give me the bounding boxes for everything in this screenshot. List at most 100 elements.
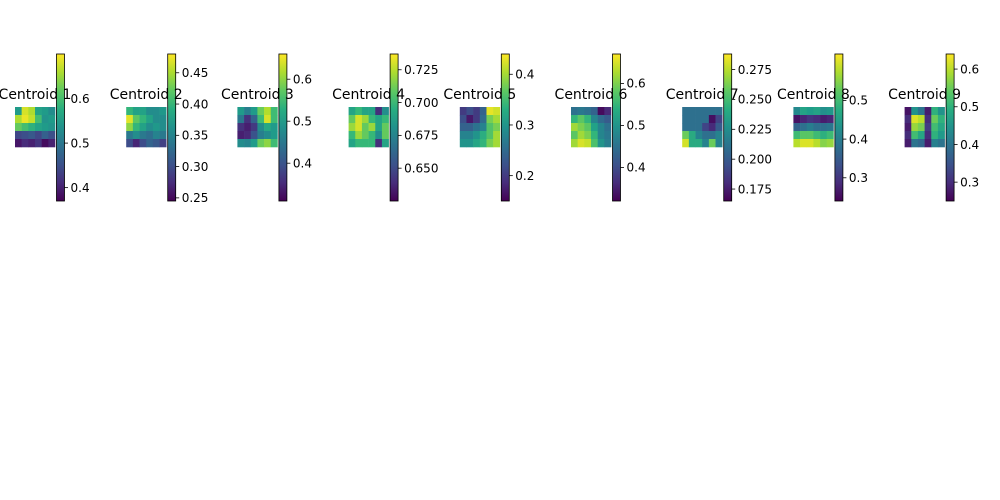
heatmap-cell — [41, 115, 49, 124]
heatmap-cell — [486, 123, 494, 132]
panel-title: Centroid 1 — [0, 87, 71, 103]
heatmap-cell — [917, 115, 925, 124]
heatmap — [459, 107, 501, 148]
heatmap-cell — [348, 123, 356, 132]
heatmap-cell — [917, 123, 925, 132]
heatmap-cell — [132, 123, 140, 132]
heatmap-cell — [479, 131, 487, 140]
heatmap-cell — [15, 131, 22, 140]
heatmap-cell — [21, 107, 29, 116]
heatmap-cell — [591, 139, 598, 148]
heatmap-cell — [682, 131, 690, 140]
heatmap-cell — [911, 123, 919, 132]
heatmap-cell — [270, 107, 278, 116]
colorbar-tick-label: 0.6 — [627, 77, 646, 91]
colorbar-tick-label: 0.250 — [738, 93, 772, 107]
heatmap-cell — [604, 139, 612, 148]
heatmap-cell — [244, 139, 252, 148]
colorbar-tick-label: 0.6 — [293, 73, 312, 87]
heatmap-cell — [584, 115, 592, 124]
heatmap-cell — [826, 123, 834, 132]
heatmap-cell — [146, 107, 154, 116]
heatmap-cell — [695, 115, 703, 124]
colorbar-tick-label: 0.5 — [627, 119, 646, 133]
heatmap-cell — [159, 123, 167, 132]
heatmap-cell — [917, 107, 925, 116]
heatmap-cell — [159, 139, 167, 148]
heatmap-cell — [708, 115, 716, 124]
heatmap-cell — [682, 115, 690, 124]
heatmap-cell — [375, 123, 383, 132]
heatmap-cell — [152, 115, 160, 124]
heatmap-cell — [126, 115, 134, 124]
heatmap-cell — [813, 115, 821, 124]
colorbar-tick-label: 0.700 — [404, 96, 438, 110]
heatmap-cell — [132, 131, 140, 140]
heatmap-cell — [800, 139, 808, 148]
colorbar-gradient — [612, 53, 621, 202]
heatmap-cell — [257, 131, 265, 140]
heatmap-cell — [682, 107, 690, 116]
heatmap-cell — [48, 123, 56, 132]
heatmap-cell — [688, 139, 696, 148]
heatmap-cell — [361, 107, 369, 116]
heatmap-cell — [28, 115, 36, 124]
panel-title: Centroid 3 — [221, 87, 294, 103]
heatmap-cell — [459, 123, 467, 132]
heatmap-cell — [264, 131, 272, 140]
heatmap-cell — [924, 131, 932, 140]
heatmap-cell — [695, 107, 703, 116]
heatmap-cell — [466, 123, 474, 132]
heatmap-cell — [584, 131, 592, 140]
heatmap-cell — [571, 115, 578, 124]
heatmap-cell — [270, 139, 278, 148]
heatmap-cell — [479, 107, 487, 116]
heatmap-cell — [931, 131, 939, 140]
heatmap-cell — [688, 131, 696, 140]
heatmap-cell — [911, 131, 919, 140]
heatmap-cell — [244, 107, 252, 116]
heatmap-cell — [28, 131, 36, 140]
colorbar-gradient — [723, 53, 733, 202]
heatmap-cell — [806, 107, 814, 116]
colorbar-tick-label: 0.4 — [627, 161, 646, 175]
heatmap-cell — [571, 107, 578, 116]
heatmap-cell — [479, 115, 487, 124]
heatmap-cell — [126, 139, 134, 148]
heatmap-cell — [820, 131, 828, 140]
colorbar: 0.175 0.200 0.225 0.250 0.275 — [723, 53, 772, 202]
colorbar: 0.3 0.4 0.5 — [834, 53, 868, 202]
panel-title: Centroid 6 — [555, 87, 628, 103]
heatmap-cell — [584, 107, 592, 116]
heatmap-cell — [381, 123, 389, 132]
heatmap-cell — [800, 107, 808, 116]
colorbar: 0.4 0.5 0.6 — [56, 53, 90, 202]
heatmap-cell — [152, 107, 160, 116]
heatmap-cell — [250, 123, 258, 132]
heatmap-cell — [139, 139, 147, 148]
heatmap-cell — [597, 123, 605, 132]
heatmap-cell — [361, 115, 369, 124]
heatmap-cell — [139, 131, 147, 140]
heatmap-cell — [355, 131, 363, 140]
colorbar: 0.2 0.3 0.4 — [500, 53, 534, 202]
heatmap-cell — [591, 131, 598, 140]
heatmap — [237, 107, 278, 148]
heatmap — [348, 107, 389, 148]
heatmap-cell — [348, 107, 356, 116]
heatmap-cell — [15, 139, 22, 148]
heatmap-cell — [931, 123, 939, 132]
heatmap-cell — [15, 123, 22, 132]
heatmap-cell — [793, 115, 801, 124]
heatmap-cell — [702, 131, 710, 140]
heatmap-cell — [577, 131, 585, 140]
colorbar-tick-label: 0.275 — [738, 63, 772, 77]
heatmap-cell — [146, 139, 154, 148]
colorbar: 0.4 0.5 0.6 — [278, 53, 312, 202]
heatmap-cell — [244, 123, 252, 132]
heatmap-cell — [931, 139, 939, 148]
heatmap-cell — [688, 123, 696, 132]
colorbar-tick-label: 0.3 — [515, 118, 534, 132]
